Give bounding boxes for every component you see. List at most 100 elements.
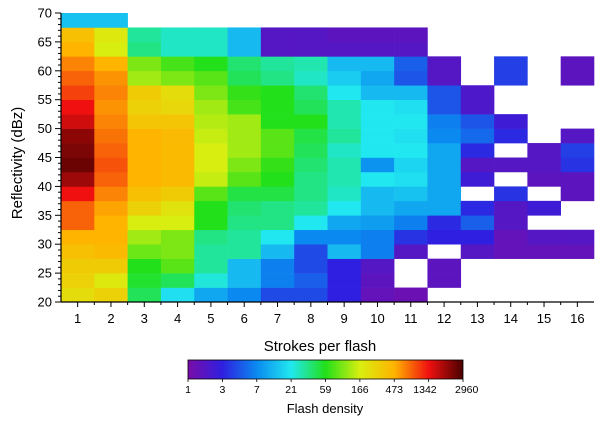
colorbar-tick-label: 3 [219,384,225,396]
heatmap-cell [127,229,162,245]
heatmap-cell [360,287,395,303]
colorbar-tick-label: 1 [185,384,191,396]
colorbar-tick-label: 166 [351,384,369,396]
heatmap-cell [360,70,395,86]
heatmap-cell [94,56,128,72]
heatmap-cell [227,56,262,72]
x-axis-ticks: 1 2 3 4 5 6 7 8 9 10 11 12 13 14 15 16 [74,302,585,326]
heatmap-cell [327,56,362,72]
y-axis-title: Reflectivity (dBz) [9,107,26,220]
heatmap-cell [460,229,495,245]
heatmap-cell [327,157,362,173]
heatmap-cell [327,186,362,202]
heatmap-cell [260,200,295,216]
x-tick-label: 7 [274,311,281,326]
heatmap-cell [61,85,95,100]
heatmap-cell [527,244,561,259]
heatmap-cell [294,85,328,100]
heatmap-cell [394,85,428,100]
heatmap-cell [327,70,362,86]
heatmap-cell [227,287,262,303]
heatmap-cell [61,143,95,158]
heatmap-cell [94,143,128,158]
heatmap-cell [227,85,262,100]
heatmap-cell [194,27,228,43]
heatmap-cell [360,41,395,57]
heatmap-cell [560,171,595,187]
x-tick-label: 14 [503,311,517,326]
heatmap-cell [94,99,128,115]
heatmap-cell [360,85,395,100]
heatmap-cell [460,128,495,144]
colorbar-ticks: 1 3 7 21 59 166 473 1342 2960 [185,379,479,396]
heatmap-cell [127,200,162,216]
heatmap-cell [260,114,295,129]
heatmap-cell [294,244,328,259]
heatmap-cell [360,143,395,158]
heatmap-cell [194,244,228,259]
heatmap-cell [527,229,561,245]
heatmap-cell [194,128,228,144]
heatmap-cell [61,273,95,288]
heatmap-cell [294,41,328,57]
heatmap-cell [127,99,162,115]
heatmap-cell [327,114,362,129]
heatmap-cell [194,273,228,288]
heatmap-cell [427,56,462,72]
heatmap-cell [227,186,262,202]
heatmap-cell [527,143,561,158]
heatmap-cell [61,13,95,28]
heatmap-cell [127,215,162,231]
y-tick-label: 20 [38,295,52,310]
heatmap-cell [61,114,95,129]
heatmap-cell [427,215,462,231]
heatmap-cell [427,143,462,158]
heatmap-cell [61,287,95,303]
colorbar [187,359,464,380]
heatmap-cell [94,171,128,187]
colorbar-tick-label: 2960 [455,384,479,396]
heatmap-cell [394,229,428,245]
heatmap-cell [61,244,95,259]
heatmap-cell [360,27,395,43]
heatmap-cell [94,287,128,303]
heatmap-cell [127,244,162,259]
heatmap-cell [160,229,195,245]
heatmap-cell [94,186,128,202]
heatmap-cell [360,186,395,202]
heatmap-cell [160,85,195,100]
heatmap-cell [61,258,95,274]
heatmap-cell [94,215,128,231]
heatmap-cell [127,171,162,187]
heatmap-cell [394,200,428,216]
heatmap-cell [394,186,428,202]
heatmap-cell [394,287,428,303]
x-tick-label: 4 [174,311,181,326]
heatmap-cell [194,157,228,173]
heatmap-cell [127,258,162,274]
x-tick-label: 3 [141,311,148,326]
colorbar-tick-label: 59 [320,384,332,396]
heatmap-cell [460,171,495,187]
heatmap-cell [494,70,528,86]
heatmap-cell [160,143,195,158]
y-tick-label: 65 [38,34,52,49]
heatmap-cell [61,200,95,216]
heatmap-cell [460,114,495,129]
heatmap-cell [427,229,462,245]
heatmap-cell [360,128,395,144]
heatmap-cell [294,287,328,303]
x-axis-title: Strokes per flash [264,338,377,355]
heatmap-cell [94,200,128,216]
heatmap-cell [294,258,328,274]
heatmap-cell [294,99,328,115]
heatmap-cell [194,143,228,158]
x-tick-label: 1 [74,311,81,326]
heatmap-cell [560,143,595,158]
heatmap-cell [494,244,528,259]
heatmap-cell [460,99,495,115]
heatmap-cell [360,99,395,115]
heatmap-cell [94,114,128,129]
heatmap-cell [360,171,395,187]
y-tick-label: 45 [38,150,52,165]
